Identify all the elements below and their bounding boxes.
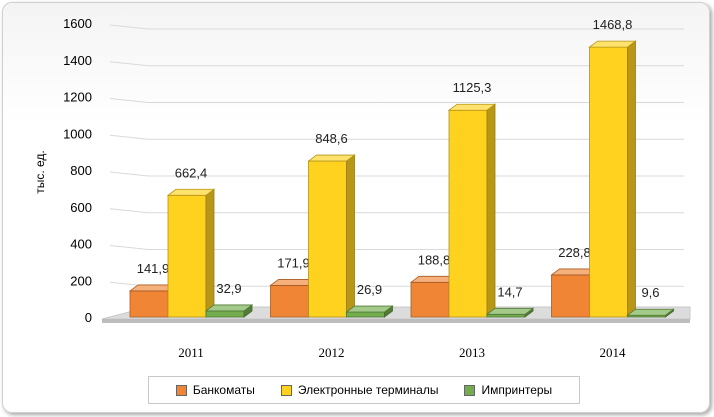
bar-front — [129, 290, 169, 318]
y-tick-label: 0 — [85, 310, 92, 325]
y-tick-label: 1400 — [63, 53, 92, 68]
y-axis-label: тыс. ед. — [33, 150, 47, 194]
data-label: 26,9 — [357, 282, 382, 297]
legend-label-imprinters: Импринтеры — [481, 383, 553, 397]
legend: Банкоматы Электронные терминалы Импринте… — [148, 376, 580, 404]
legend-swatch-terminals — [280, 384, 292, 396]
bar-front — [205, 310, 245, 318]
data-label: 848,6 — [315, 131, 348, 146]
bar-front — [346, 311, 385, 318]
bar-side — [205, 188, 215, 318]
data-label: 228,8 — [558, 245, 591, 260]
bar-top — [307, 154, 356, 162]
bar-top — [166, 188, 216, 196]
gridline-diagonal — [109, 24, 149, 30]
x-tick-label: 2012 — [319, 345, 345, 360]
y-tick-label: 1600 — [63, 16, 92, 31]
data-label: 1125,3 — [453, 80, 492, 95]
bar-side — [346, 154, 355, 318]
gridline-diagonal — [109, 61, 149, 67]
bar-front — [167, 194, 207, 318]
bar-front — [270, 285, 309, 318]
legend-label-atm: Банкоматы — [192, 383, 255, 397]
legend-item-terminals: Электронные терминалы — [280, 383, 439, 397]
y-tick-label: 800 — [70, 163, 92, 178]
legend-label-terminals: Электронные терминалы — [297, 383, 439, 397]
y-tick-label: 1000 — [63, 126, 92, 141]
data-label: 14,7 — [497, 284, 522, 299]
bar-front — [551, 274, 590, 318]
bar-top — [485, 307, 535, 315]
legend-swatch-atm — [175, 384, 187, 396]
gridline-diagonal — [109, 171, 149, 177]
legend-item-imprinters: Импринтеры — [464, 383, 552, 397]
data-label: 9,6 — [641, 285, 659, 300]
x-tick-label: 2011 — [178, 345, 204, 360]
y-tick-label: 200 — [70, 273, 92, 288]
y-tick-label: 1200 — [63, 90, 92, 105]
legend-swatch-imprinters — [464, 384, 476, 396]
chart-floor-edge — [102, 319, 690, 323]
gridline-diagonal — [109, 208, 149, 214]
bar-top — [588, 40, 637, 48]
bar-side — [486, 103, 496, 318]
bar-front — [448, 109, 488, 318]
bar-front — [589, 46, 628, 318]
bar-front — [308, 160, 347, 318]
data-label: 1468,8 — [593, 17, 633, 32]
y-tick-label: 400 — [70, 237, 92, 252]
data-label: 32,9 — [216, 281, 241, 296]
bar-top — [204, 304, 254, 312]
legend-item-atm: Банкоматы — [175, 383, 255, 397]
y-tick-label: 600 — [70, 200, 92, 215]
bar-side — [627, 40, 636, 318]
data-label: 662,4 — [175, 165, 208, 180]
bar-top — [447, 103, 497, 111]
bar-front — [410, 281, 450, 318]
bar-front — [486, 313, 526, 318]
bar-top — [626, 308, 675, 316]
gridline-diagonal — [109, 98, 149, 103]
x-tick-label: 2013 — [459, 345, 485, 360]
data-label: 141,9 — [137, 261, 170, 276]
gridline-diagonal — [109, 245, 149, 250]
data-label: 188,8 — [418, 252, 451, 267]
x-tick-label: 2014 — [600, 345, 627, 360]
gridline-diagonal — [109, 134, 149, 140]
data-label: 171,9 — [277, 255, 310, 270]
bar-top — [345, 305, 394, 313]
